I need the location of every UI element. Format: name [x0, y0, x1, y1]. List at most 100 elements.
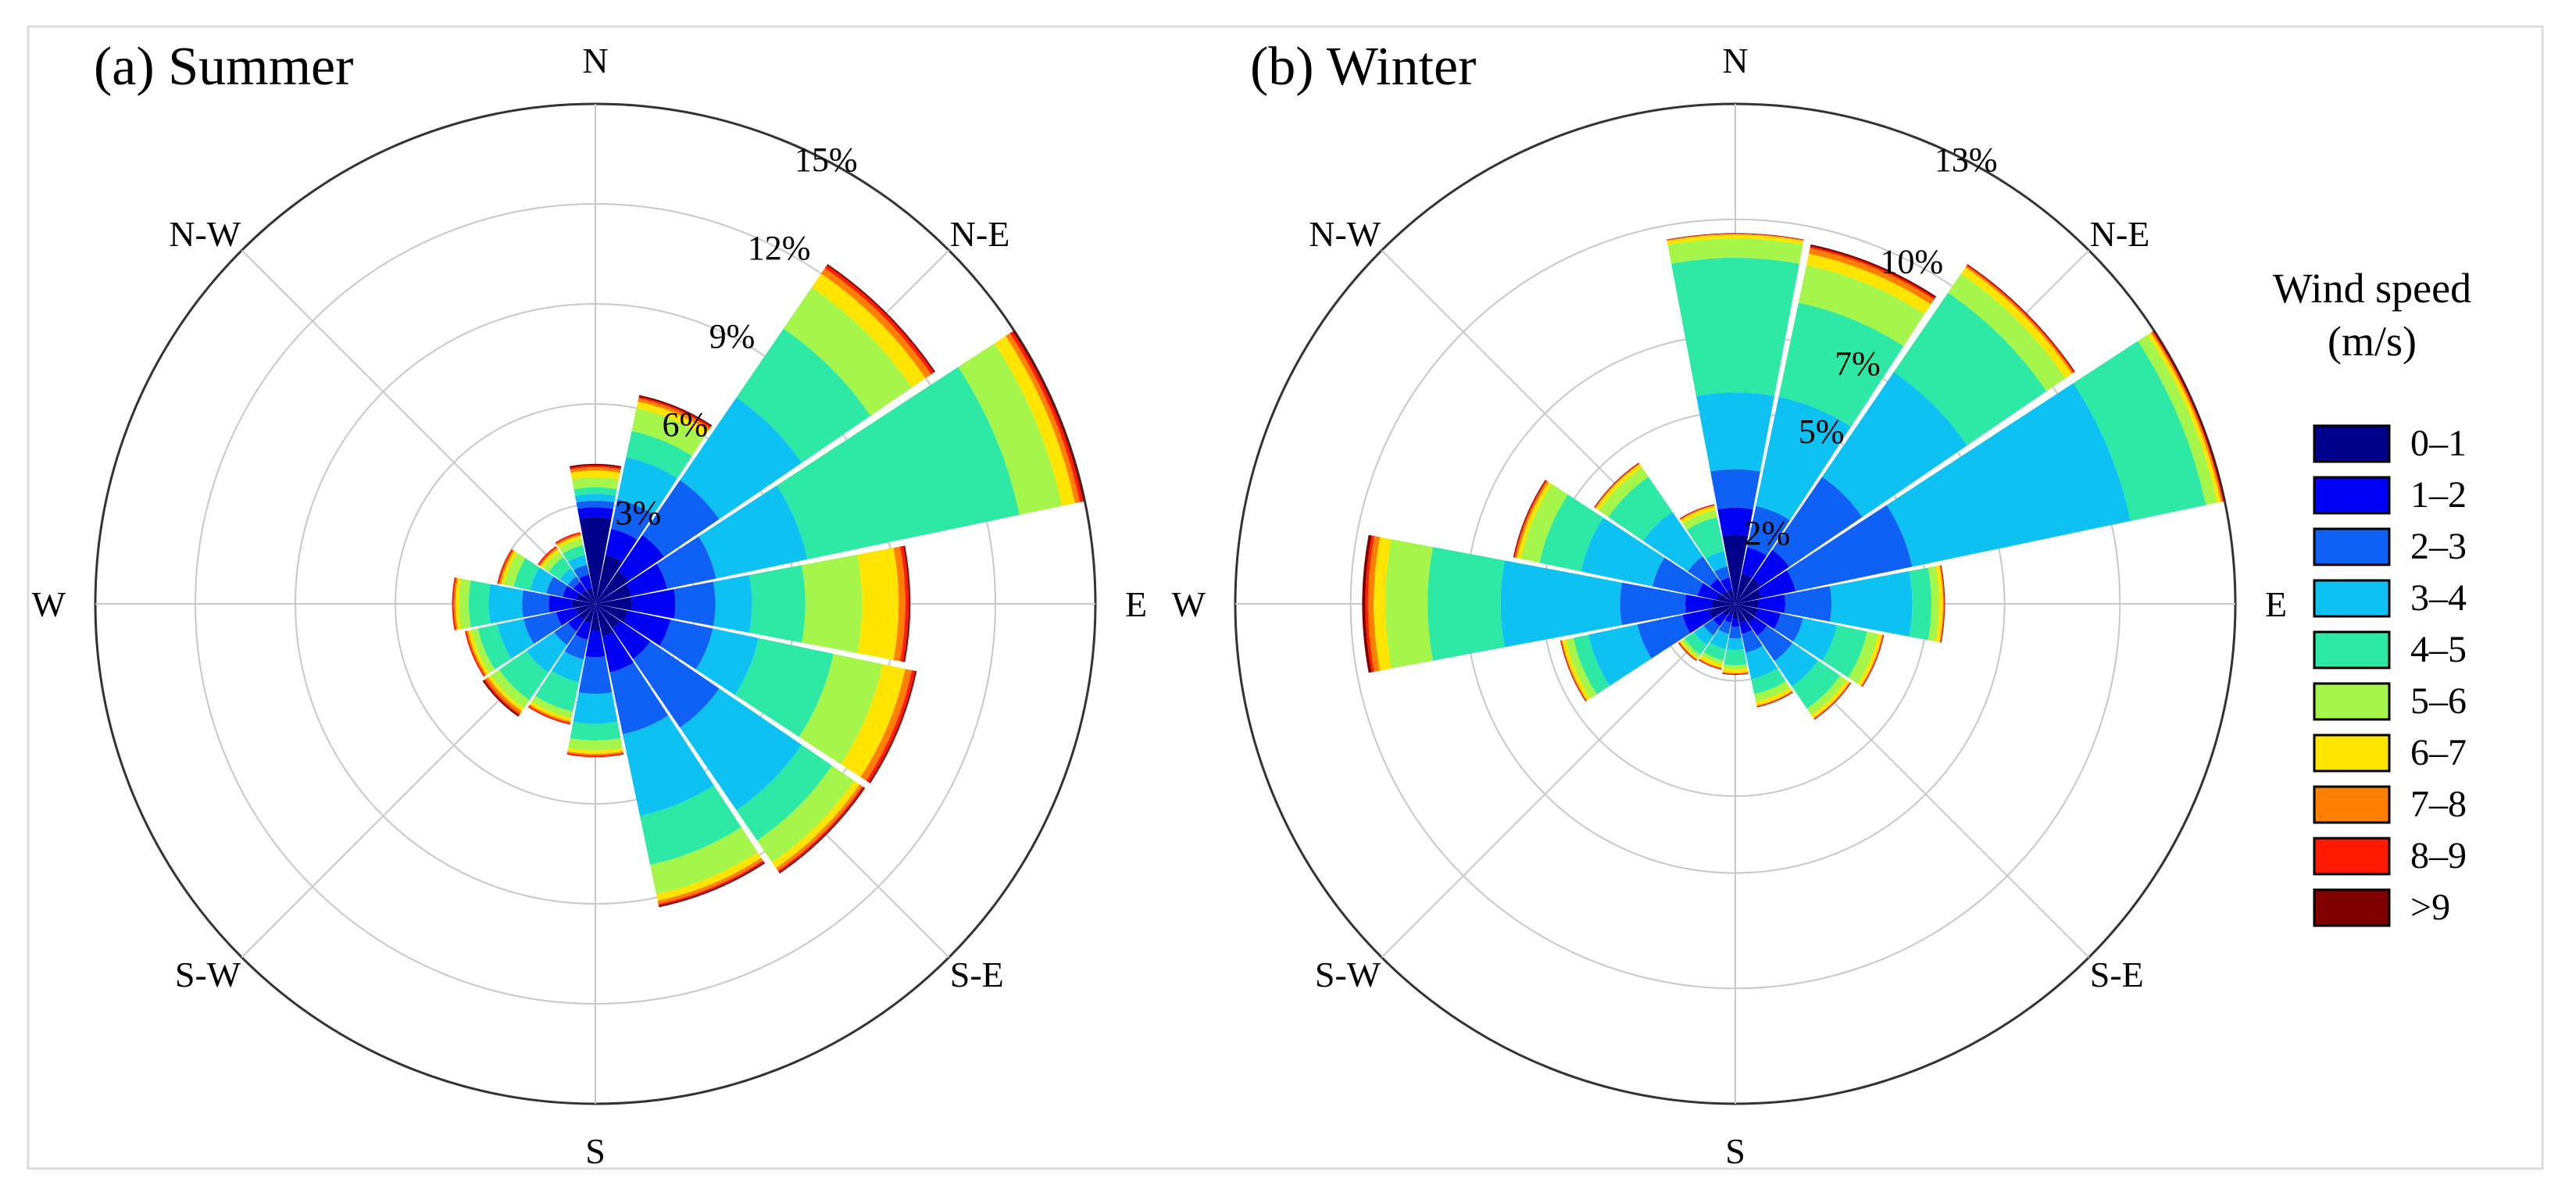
wedge-segment — [638, 394, 713, 427]
wedge-segment — [548, 557, 571, 580]
wedge-segment — [527, 705, 571, 725]
wedge-segment — [820, 268, 931, 379]
compass-label-S-E: S-E — [950, 955, 1004, 994]
wedge-segment — [1384, 539, 1433, 669]
wedge-segment — [1722, 534, 1749, 604]
wedge-segment — [802, 554, 863, 654]
wedge-SSE — [1735, 604, 1794, 708]
compass-label-N-W: N-W — [1309, 214, 1381, 254]
wedge-segment — [573, 692, 618, 724]
wedge-SSW — [527, 604, 595, 725]
legend-item: 4–5 — [2313, 629, 2467, 670]
wedge-segment — [1685, 594, 1713, 613]
legend-swatch — [2313, 682, 2391, 721]
wedge-segment — [578, 604, 595, 621]
legend-label: 4–5 — [2410, 629, 2467, 670]
wedge-segment — [573, 564, 590, 579]
wedge-segment — [1806, 253, 1931, 315]
wedge-segment — [477, 624, 512, 669]
radial-tick-label: 15% — [795, 141, 858, 179]
wedge-segment — [958, 343, 1063, 516]
wedge-segment — [1562, 639, 1591, 701]
wedge-segment — [1679, 641, 1698, 660]
wedge-segment — [1728, 604, 1735, 616]
wedge-segment — [1427, 547, 1505, 661]
wedge-segment — [1727, 637, 1744, 651]
wedge-NNE — [1735, 244, 1937, 604]
wedge-segment — [1573, 634, 1610, 694]
wedge-segment — [498, 651, 548, 701]
wedge-segment — [1742, 547, 1767, 579]
wedge-SE — [595, 604, 866, 874]
wedge-segment — [563, 544, 585, 562]
wedge-segment — [1722, 673, 1749, 676]
wedge-segment — [455, 577, 462, 630]
wedge-NNW — [555, 532, 595, 604]
wedge-segment — [1697, 583, 1720, 600]
radial-tick-label: 12% — [748, 229, 811, 267]
legend-label: >9 — [2410, 887, 2450, 928]
compass-label-N: N — [582, 41, 608, 80]
wedge-segment — [673, 581, 716, 626]
wedge-segment — [573, 487, 617, 496]
legend-swatch — [2313, 424, 2391, 463]
legend-item: 7–8 — [2313, 784, 2467, 825]
wedge-segment — [1667, 233, 1804, 241]
wedge-segment — [1374, 537, 1392, 671]
wedge-segment — [617, 457, 677, 515]
wedge-segment — [595, 570, 629, 604]
wedge-WNW — [497, 549, 595, 604]
wedge-segment — [656, 536, 716, 589]
wedge-segment — [1754, 609, 1781, 630]
wedge-segment — [1735, 578, 1761, 604]
legend-swatch — [2313, 476, 2391, 515]
wedge-segment — [595, 604, 614, 637]
wedge-segment — [1893, 292, 2047, 446]
compass-label-S-W: S-W — [175, 955, 241, 994]
wedge-segment — [1517, 481, 1552, 559]
wedge-segment — [1716, 593, 1735, 604]
wedge-segment — [484, 679, 520, 716]
wind-rose-panel-2: (b) Winter 2% 5% 7% 10% 13% N N-E E S-E S S-W W N-W — [1172, 37, 2288, 1171]
wedge-segment — [468, 630, 490, 675]
wedge-segment — [776, 784, 863, 871]
wedge-segment — [584, 604, 595, 624]
wedge-segment — [1714, 566, 1730, 582]
wedge-segment — [573, 581, 586, 594]
wedge-NNW — [1679, 504, 1735, 604]
wedge-segment — [466, 630, 487, 676]
wedge-segment — [631, 589, 676, 619]
legend-label: 2–3 — [2410, 526, 2467, 567]
wedge-segment — [575, 604, 595, 615]
wedge-segment — [498, 550, 515, 584]
wedge-segment — [497, 549, 513, 584]
wedge-segment — [631, 408, 705, 456]
wedge-segment — [1758, 594, 1785, 613]
wedge-segment — [590, 604, 601, 631]
wedge-segment — [1822, 625, 1867, 678]
wedge-segment — [563, 585, 579, 600]
legend-swatch — [2313, 888, 2391, 927]
wedge-segment — [611, 499, 654, 540]
wedge-segment — [530, 701, 572, 722]
wedge-segment — [777, 366, 1020, 560]
wedge-segment — [1939, 565, 1944, 643]
wedge-segment — [576, 500, 615, 509]
wedge-segment — [893, 546, 906, 662]
wedge-segment — [595, 584, 631, 604]
wedge-segment — [504, 552, 526, 587]
wedge-segment — [659, 619, 713, 669]
wedge-segment — [1731, 619, 1740, 627]
wedge-segment — [1703, 619, 1720, 636]
wedge-segment — [1772, 477, 1863, 567]
wedge-segment — [579, 574, 592, 591]
wedge-segment — [639, 785, 741, 866]
wind-rose-panel-1: (a) Summer 3% 6% 9% 12% 15% N N-E E S-E S S-W W N-W — [32, 37, 1148, 1171]
wedge-segment — [1718, 619, 1731, 634]
wedge-NW — [538, 546, 595, 604]
wedge-segment — [612, 620, 651, 659]
wedge-NE — [595, 263, 936, 604]
wedge-segment — [1681, 505, 1716, 523]
wedge-segment — [1941, 565, 1945, 643]
wedge-segment — [609, 662, 669, 735]
